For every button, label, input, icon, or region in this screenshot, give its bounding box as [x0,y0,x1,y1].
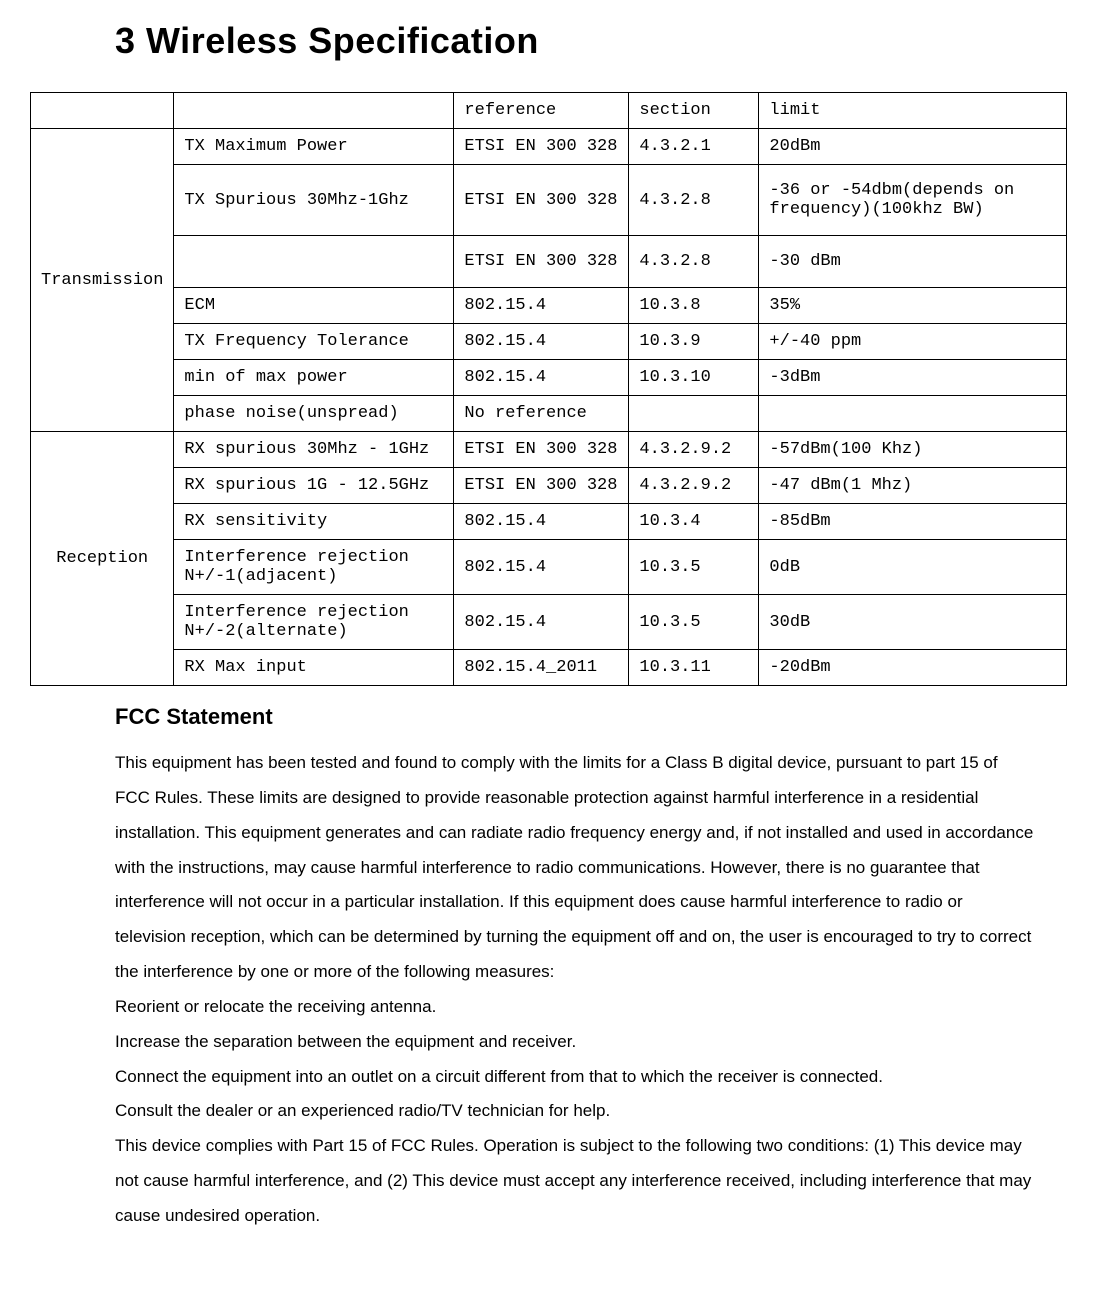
table-row: ReceptionRX spurious 30Mhz - 1GHzETSI EN… [31,432,1067,468]
section-cell: 10.3.9 [629,324,759,360]
reference-cell: ETSI EN 300 328 [454,165,629,236]
section-cell: 4.3.2.8 [629,165,759,236]
table-row: TX Spurious 30Mhz-1GhzETSI EN 300 3284.3… [31,165,1067,236]
reference-cell: ETSI EN 300 328 [454,432,629,468]
table-row: RX sensitivity802.15.410.3.4-85dBm [31,504,1067,540]
table-header-cell: limit [759,93,1067,129]
table-header-cell: section [629,93,759,129]
limit-cell: -30 dBm [759,236,1067,288]
limit-cell: 30dB [759,595,1067,650]
param-cell: phase noise(unspread) [174,396,454,432]
param-cell: Interference rejection N+/-2(alternate) [174,595,454,650]
param-cell: RX spurious 1G - 12.5GHz [174,468,454,504]
param-cell: RX sensitivity [174,504,454,540]
table-header-cell: reference [454,93,629,129]
section-cell: 10.3.5 [629,540,759,595]
param-cell: TX Spurious 30Mhz-1Ghz [174,165,454,236]
limit-cell: -57dBm(100 Khz) [759,432,1067,468]
reference-cell: 802.15.4 [454,360,629,396]
fcc-heading: FCC Statement [115,704,1067,730]
category-cell: Transmission [31,129,174,432]
limit-cell: -47 dBm(1 Mhz) [759,468,1067,504]
param-cell: RX spurious 30Mhz - 1GHz [174,432,454,468]
reference-cell: 802.15.4 [454,540,629,595]
limit-cell: -85dBm [759,504,1067,540]
reference-cell: 802.15.4 [454,324,629,360]
section-cell: 4.3.2.1 [629,129,759,165]
limit-cell: 35% [759,288,1067,324]
table-row: ETSI EN 300 3284.3.2.8-30 dBm [31,236,1067,288]
section-title: 3 Wireless Specification [115,20,1067,62]
param-cell: RX Max input [174,650,454,686]
limit-cell: -20dBm [759,650,1067,686]
reference-cell: ETSI EN 300 328 [454,468,629,504]
section-cell: 10.3.11 [629,650,759,686]
table-row: TX Frequency Tolerance802.15.410.3.9+/-4… [31,324,1067,360]
param-cell: min of max power [174,360,454,396]
table-row: min of max power802.15.410.3.10-3dBm [31,360,1067,396]
section-cell: 10.3.8 [629,288,759,324]
param-cell: Interference rejection N+/-1(adjacent) [174,540,454,595]
table-header-cell [174,93,454,129]
section-cell: 10.3.10 [629,360,759,396]
fcc-body: This equipment has been tested and found… [115,746,1037,1234]
limit-cell: 0dB [759,540,1067,595]
limit-cell: 20dBm [759,129,1067,165]
limit-cell: -36 or -54dbm(depends on frequency)(100k… [759,165,1067,236]
table-row: phase noise(unspread)No reference [31,396,1067,432]
limit-cell: -3dBm [759,360,1067,396]
reference-cell: 802.15.4 [454,504,629,540]
section-cell: 4.3.2.9.2 [629,432,759,468]
reference-cell: 802.15.4 [454,595,629,650]
section-cell [629,396,759,432]
limit-cell: +/-40 ppm [759,324,1067,360]
spec-table: referencesectionlimitTransmissionTX Maxi… [30,92,1067,686]
section-cell: 10.3.5 [629,595,759,650]
reference-cell: No reference [454,396,629,432]
table-header-cell [31,93,174,129]
section-cell: 4.3.2.9.2 [629,468,759,504]
table-row: RX spurious 1G - 12.5GHzETSI EN 300 3284… [31,468,1067,504]
table-row: Interference rejection N+/-1(adjacent)80… [31,540,1067,595]
section-cell: 4.3.2.8 [629,236,759,288]
reference-cell: ETSI EN 300 328 [454,236,629,288]
table-row: RX Max input802.15.4_201110.3.11-20dBm [31,650,1067,686]
reference-cell: ETSI EN 300 328 [454,129,629,165]
param-cell: TX Maximum Power [174,129,454,165]
limit-cell [759,396,1067,432]
section-cell: 10.3.4 [629,504,759,540]
param-cell [174,236,454,288]
table-header-row: referencesectionlimit [31,93,1067,129]
category-cell: Reception [31,432,174,686]
param-cell: ECM [174,288,454,324]
table-row: ECM802.15.410.3.835% [31,288,1067,324]
param-cell: TX Frequency Tolerance [174,324,454,360]
table-row: TransmissionTX Maximum PowerETSI EN 300 … [31,129,1067,165]
reference-cell: 802.15.4_2011 [454,650,629,686]
reference-cell: 802.15.4 [454,288,629,324]
table-row: Interference rejection N+/-2(alternate)8… [31,595,1067,650]
